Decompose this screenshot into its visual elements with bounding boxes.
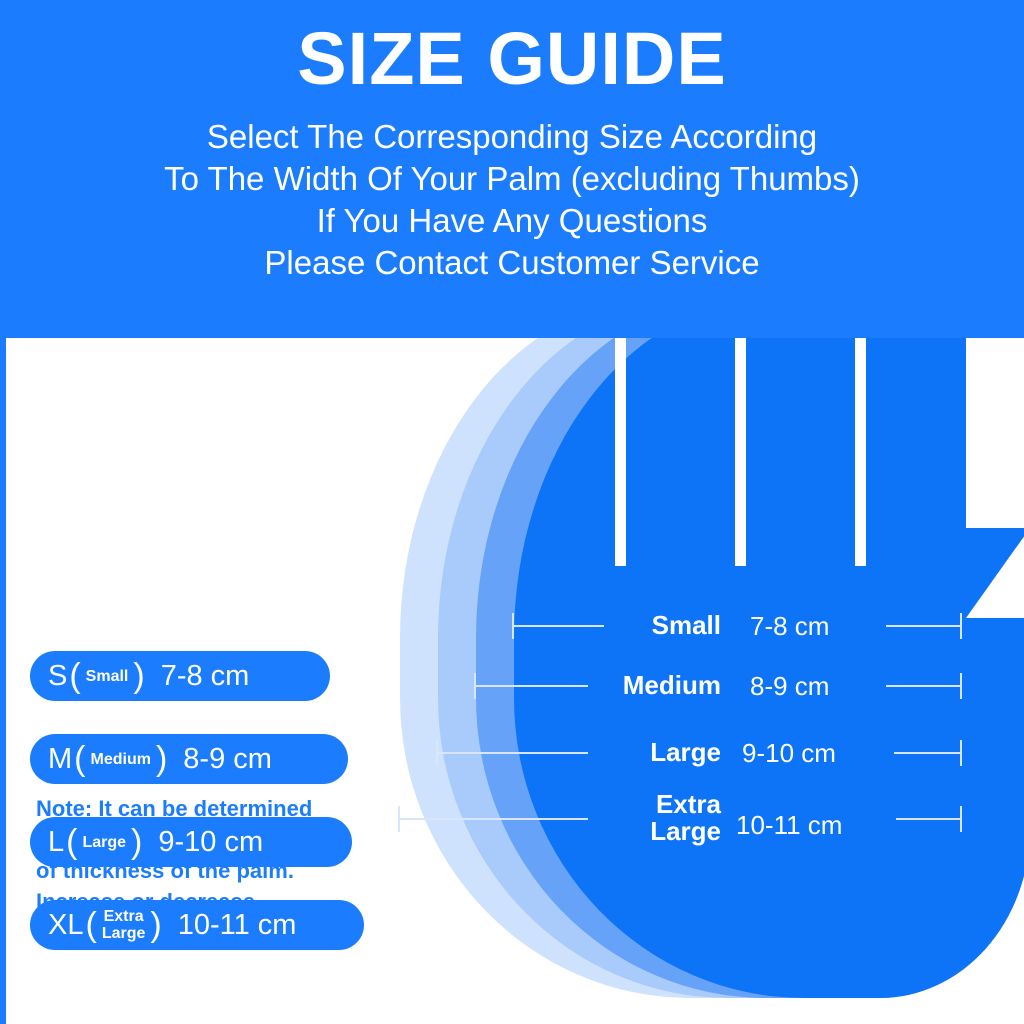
size-pill-large-code: L — [48, 825, 65, 858]
size-pill-extra-large-paren-open: ( — [85, 905, 97, 944]
size-pill-large[interactable]: L ( Large ) 9-10 cm — [30, 817, 352, 867]
finger-gap-3 — [855, 338, 866, 566]
size-pill-small-paren-close: ) — [133, 656, 145, 695]
size-pill-small-paren-open: ( — [69, 656, 81, 695]
header-subtitle: Select The Corresponding Size According … — [0, 116, 1024, 284]
subtitle-line-4: Please Contact Customer Service — [264, 244, 760, 281]
leader-left-medium — [476, 685, 588, 687]
leader-right-small — [886, 625, 960, 627]
tick-right-extra-large — [960, 806, 962, 832]
hand-silhouette-small — [514, 338, 1024, 998]
size-pill-medium[interactable]: M ( Medium ) 8-9 cm — [30, 734, 348, 784]
tick-left-extra-large — [398, 806, 400, 832]
measurement-row-medium: Medium 8-9 cm — [6, 666, 1024, 706]
size-pill-small-value: 7-8 cm — [160, 659, 250, 692]
measurement-label-small: Small — [651, 610, 721, 640]
size-pill-medium-paren-open: ( — [74, 739, 86, 778]
size-pill-medium-value: 8-9 cm — [183, 742, 272, 775]
size-pill-extra-large-word-line1: Extra — [103, 908, 144, 925]
measurement-label-medium: Medium — [622, 670, 721, 700]
subtitle-line-1: Select The Corresponding Size According — [206, 118, 818, 155]
measurement-row-large: Large 9-10 cm — [6, 733, 1024, 773]
leader-right-large — [894, 752, 960, 754]
leader-right-extra-large — [896, 818, 960, 820]
tick-right-small — [960, 613, 962, 639]
tick-right-large — [960, 740, 962, 766]
measurement-value-extra-large: 10-11 cm — [736, 810, 843, 840]
measurement-row-extra-large: Extra Large 10-11 cm — [6, 791, 1024, 845]
size-pill-large-paren-open: ( — [66, 822, 78, 861]
size-pill-extra-large-value: 10-11 cm — [177, 908, 297, 941]
finger-gap-2 — [735, 338, 746, 566]
panel-background: Small 7-8 cm Medium 8-9 cm Large 9-10 cm — [6, 338, 1024, 1024]
page-title: SIZE GUIDE — [297, 17, 727, 100]
measurement-value-large: 9-10 cm — [742, 738, 836, 768]
subtitle-line-2: To The Width Of Your Palm (excluding Thu… — [164, 160, 860, 197]
size-pill-small-word: Small — [85, 667, 129, 685]
leader-left-small — [514, 625, 604, 627]
size-pill-medium-code: M — [48, 742, 73, 775]
finger-gap-1 — [615, 338, 626, 566]
tick-left-small — [512, 613, 514, 639]
size-pill-large-paren-close: ) — [131, 822, 143, 861]
content-panel: Small 7-8 cm Medium 8-9 cm Large 9-10 cm — [0, 337, 1024, 1024]
measurement-row-small: Small 7-8 cm — [6, 606, 1024, 646]
size-pill-extra-large-word: Extra Large — [99, 908, 149, 942]
measurement-value-medium: 8-9 cm — [750, 671, 830, 701]
size-pill-large-value: 9-10 cm — [158, 825, 264, 858]
leader-left-extra-large — [400, 818, 588, 820]
header-banner: SIZE GUIDE Select The Corresponding Size… — [0, 0, 1024, 337]
tick-left-medium — [474, 673, 476, 699]
size-pill-small[interactable]: S ( Small ) 7-8 cm — [30, 651, 330, 701]
size-pill-extra-large[interactable]: XL ( Extra Large ) 10-11 cm — [30, 900, 364, 950]
measurement-label-extra-large-line2: Large — [650, 816, 721, 846]
measurement-label-extra-large-line1: Extra — [655, 789, 721, 819]
measurement-label-large: Large — [650, 737, 721, 767]
note-line-1: Note: It can be determined — [36, 796, 313, 821]
size-pill-large-word: Large — [82, 833, 127, 851]
size-pill-medium-paren-close: ) — [155, 739, 168, 778]
measurement-value-small: 7-8 cm — [750, 611, 830, 641]
size-pill-small-code: S — [48, 659, 68, 692]
subtitle-line-3: If You Have Any Questions — [316, 202, 708, 239]
size-pill-medium-word: Medium — [90, 750, 151, 768]
size-pill-extra-large-word-line2: Large — [101, 925, 146, 942]
tick-right-medium — [960, 673, 962, 699]
size-pill-extra-large-code: XL — [48, 908, 84, 941]
measurement-label-extra-large: Extra Large — [566, 791, 721, 845]
leader-right-medium — [886, 685, 960, 687]
tick-left-large — [436, 740, 438, 766]
leader-left-large — [438, 752, 588, 754]
size-pill-extra-large-paren-close: ) — [150, 905, 162, 944]
thumb-gap-wedge — [966, 338, 1024, 618]
